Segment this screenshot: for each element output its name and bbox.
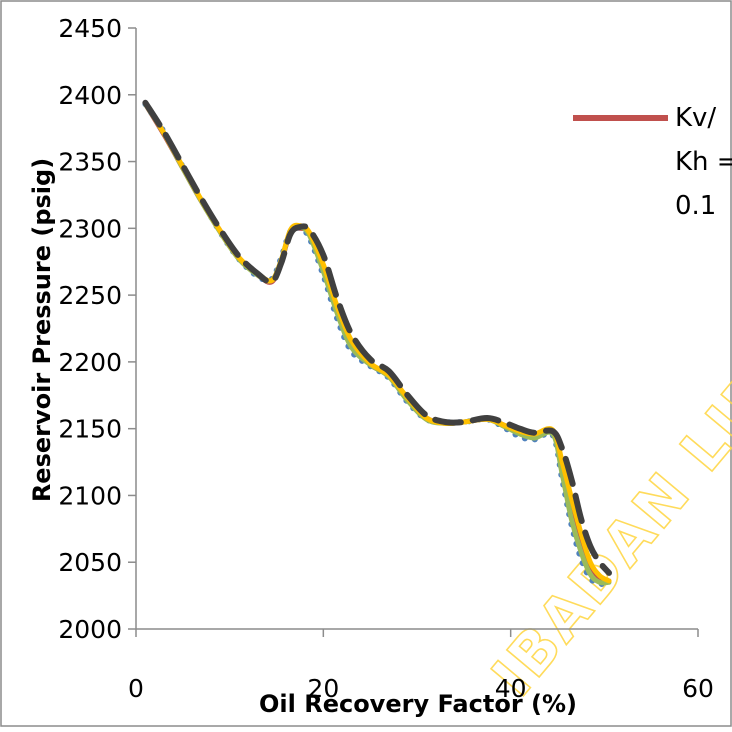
- series-line-5: [142, 99, 612, 576]
- legend: Kv/ Kh = 0.1: [573, 103, 732, 221]
- x-axis-ticks: 0 20 40 60: [128, 629, 714, 703]
- x-tick-label: 0: [128, 674, 144, 703]
- series-layer: [142, 99, 612, 587]
- y-axis-ticks: 2000 2050 2100 2150 2200 2250 2300 2350 2400 2450: [58, 14, 136, 644]
- y-axis-title: Reservoir Pressure (psig): [28, 158, 56, 502]
- y-tick-label: 2400: [58, 81, 122, 110]
- x-tick-label: 60: [682, 674, 714, 703]
- y-tick-label: 2450: [58, 14, 122, 43]
- y-tick-label: 2150: [58, 415, 122, 444]
- y-tick-label: 2000: [58, 615, 122, 644]
- x-tick-label: 20: [307, 674, 339, 703]
- y-tick-label: 2250: [58, 281, 122, 310]
- y-tick-label: 2050: [58, 548, 122, 577]
- y-tick-label: 2100: [58, 481, 122, 510]
- legend-label-line-3: 0.1: [675, 191, 716, 221]
- y-tick-label: 2300: [58, 214, 122, 243]
- y-tick-label: 2200: [58, 348, 122, 377]
- x-tick-label: 40: [495, 674, 527, 703]
- series-line-4: [142, 100, 612, 584]
- legend-label-line-1: Kv/: [675, 103, 716, 133]
- x-axis-title: Oil Recovery Factor (%): [259, 690, 577, 718]
- y-tick-label: 2350: [58, 148, 122, 177]
- legend-label-line-2: Kh =: [675, 147, 732, 177]
